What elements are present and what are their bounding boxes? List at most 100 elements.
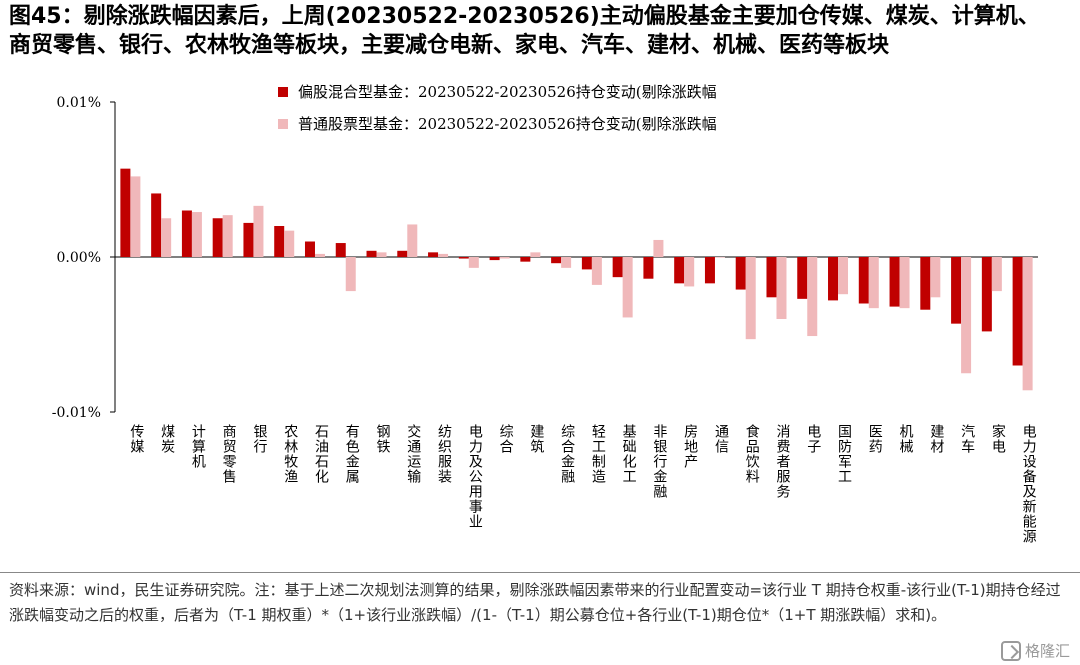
- bar-series-1-15: [581, 257, 592, 270]
- x-tick-label-24: 医药: [867, 424, 883, 454]
- bar-series-1-0: [120, 168, 131, 257]
- bar-series-1-20: [735, 257, 746, 290]
- source-note: 资料来源：wind，民生证券研究院。注：基于上述二次规划法测算的结果，剔除涨跌幅…: [9, 581, 1061, 624]
- bar-series-2-7: [345, 257, 356, 292]
- x-tick-label-3: 商贸零售: [221, 424, 237, 484]
- bar-series-1-6: [304, 241, 315, 257]
- bar-series-2-27: [961, 257, 972, 374]
- bar-series-1-23: [828, 257, 839, 301]
- watermark-logo-icon: [1000, 640, 1021, 661]
- x-tick-label-15: 轻工制造: [590, 424, 606, 484]
- x-tick-label-11: 电力及公用事业: [467, 424, 483, 529]
- bar-series-2-19: [714, 257, 725, 258]
- x-tick-label-27: 汽车: [959, 424, 975, 454]
- bar-series-1-11: [458, 257, 469, 259]
- bar-series-2-20: [745, 257, 756, 340]
- title-line-1: 图45：剔除涨跌幅因素后，上周(20230522-20230526)主动偏股基金…: [9, 4, 1040, 29]
- title-line-2: 商贸零售、银行、农林牧渔等板块，主要减仓电新、家电、汽车、建材、机械、医药等板块: [9, 33, 890, 58]
- bar-series-2-21: [776, 257, 787, 319]
- bar-series-1-22: [797, 257, 808, 299]
- bar-series-1-24: [858, 257, 869, 304]
- x-tick-label-5: 农林牧渔: [282, 424, 298, 484]
- bar-series-2-25: [899, 257, 910, 309]
- bar-series-1-7: [335, 243, 346, 257]
- bar-series-2-24: [868, 257, 879, 309]
- x-tick-label-8: 钢铁: [375, 424, 391, 454]
- x-tick-label-9: 交通运输: [405, 423, 421, 484]
- legend-item-series-2: 普通股票型基金：20230522-20230526持仓变动(剔除涨跌幅: [278, 108, 717, 140]
- bar-series-2-13: [530, 252, 541, 257]
- chart-title: 图45：剔除涨跌幅因素后，上周(20230522-20230526)主动偏股基金…: [9, 2, 1071, 60]
- bar-series-1-5: [274, 226, 285, 257]
- x-tick-label-12: 综合: [498, 424, 514, 454]
- legend-swatch-series-1: [278, 87, 288, 97]
- bar-series-2-28: [991, 257, 1002, 292]
- y-tick-label-0: 0.01%: [57, 95, 101, 111]
- bar-series-1-18: [674, 257, 685, 284]
- bar-series-1-12: [489, 257, 500, 261]
- bar-series-2-18: [684, 257, 695, 287]
- y-tick-label-1: 0.00%: [57, 250, 101, 266]
- bar-series-2-6: [314, 253, 325, 257]
- bar-series-2-14: [561, 257, 572, 268]
- bar-series-2-29: [1022, 257, 1033, 391]
- watermark-label: 格隆汇: [1024, 642, 1070, 660]
- bar-series-1-3: [212, 218, 223, 257]
- bar-series-1-17: [643, 257, 654, 279]
- x-tick-label-7: 有色金属: [344, 424, 360, 484]
- bar-series-2-10: [438, 253, 449, 257]
- x-tick-label-18: 房地产: [682, 424, 698, 469]
- x-tick-label-2: 计算机: [190, 424, 206, 469]
- bar-series-2-0: [130, 176, 141, 257]
- bar-series-2-4: [253, 205, 264, 257]
- x-tick-label-16: 基础化工: [621, 423, 637, 484]
- bar-series-1-4: [243, 222, 254, 257]
- bar-series-1-2: [181, 210, 192, 257]
- bar-series-2-5: [284, 230, 295, 257]
- footer: 资料来源：wind，民生证券研究院。注：基于上述二次规划法测算的结果，剔除涨跌幅…: [0, 572, 1080, 665]
- bar-series-2-12: [499, 257, 510, 259]
- bar-series-2-16: [622, 257, 633, 318]
- bar-series-1-26: [920, 257, 931, 310]
- bar-series-2-22: [807, 257, 818, 337]
- legend-swatch-series-2: [278, 119, 288, 129]
- x-tick-label-0: 传媒: [128, 424, 144, 454]
- bar-series-1-16: [612, 257, 623, 278]
- bar-series-2-26: [930, 257, 941, 298]
- x-tick-label-28: 家电: [990, 423, 1006, 454]
- bar-series-2-9: [407, 224, 418, 257]
- x-tick-label-20: 食品饮料: [744, 423, 760, 484]
- bar-series-1-1: [151, 193, 162, 257]
- bar-series-1-25: [889, 257, 900, 307]
- bar-series-2-17: [653, 239, 664, 257]
- x-tick-label-23: 国防军工: [836, 424, 852, 484]
- footer-divider: [0, 572, 1080, 573]
- bar-series-2-23: [838, 257, 849, 295]
- x-tick-label-26: 建材: [928, 424, 944, 454]
- bar-series-1-10: [428, 252, 439, 257]
- x-tick-label-10: 纺织服装: [436, 424, 452, 484]
- x-tick-label-4: 银行: [251, 424, 267, 454]
- legend: 偏股混合型基金：20230522-20230526持仓变动(剔除涨跌幅 普通股票…: [278, 76, 717, 140]
- bar-series-2-2: [191, 212, 202, 257]
- bar-series-2-3: [222, 215, 233, 257]
- bar-series-1-9: [397, 250, 408, 257]
- x-tick-label-1: 煤炭: [159, 424, 175, 454]
- bar-series-1-14: [551, 257, 562, 264]
- legend-item-series-1: 偏股混合型基金：20230522-20230526持仓变动(剔除涨跌幅: [278, 76, 717, 108]
- x-tick-label-6: 石油石化: [313, 424, 329, 484]
- legend-label-series-2: 普通股票型基金：20230522-20230526持仓变动(剔除涨跌幅: [298, 115, 717, 133]
- legend-label-series-1: 偏股混合型基金：20230522-20230526持仓变动(剔除涨跌幅: [298, 83, 717, 101]
- x-tick-label-14: 综合金融: [559, 424, 575, 484]
- bar-series-1-21: [766, 257, 777, 298]
- bar-series-1-8: [366, 250, 377, 257]
- x-tick-label-29: 电力设备及新能源: [1021, 424, 1037, 544]
- bar-series-1-27: [951, 257, 962, 324]
- bar-series-2-15: [591, 257, 602, 285]
- bar-chart: 0.01% 0.00% -0.01% 传媒 煤炭 计算机 商贸零售 银行 农林牧渔 石油石化 有色金…: [52, 95, 1038, 544]
- watermark: 格隆汇: [1000, 640, 1070, 661]
- x-tick-label-13: 建筑: [528, 424, 544, 454]
- bar-series-2-11: [468, 257, 479, 268]
- y-tick-label-2: -0.01%: [52, 405, 101, 421]
- bar-series-2-1: [161, 218, 172, 257]
